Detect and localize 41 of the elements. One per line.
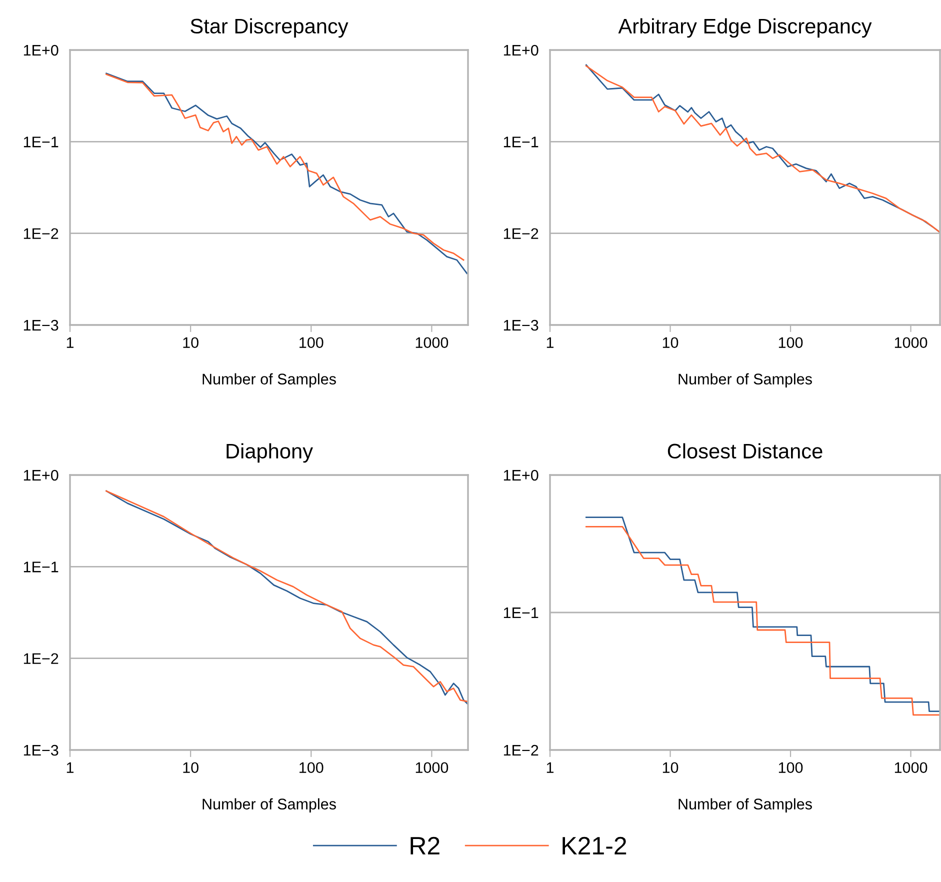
x-tick-label: 100 [300,337,324,348]
x-tick-label: 10 [662,762,678,774]
y-tick-label: 1E−1 [504,136,538,148]
x-tick-label: 1 [66,337,74,348]
chart-title: Diaphony [226,443,313,463]
x-tick-label: 10 [183,337,198,348]
y-tick-label: 1E+0 [24,44,58,56]
legend-label: R2 [410,836,440,854]
chart-title: Arbitrary Edge Discrepancy [618,18,872,38]
x-tick-label: 10 [662,337,678,348]
x-axis-title: Number of Samples [202,373,336,388]
x-axis-title: Number of Samples [202,798,336,813]
x-tick-label: 1 [546,337,554,348]
y-tick-label: 1E−1 [504,608,538,618]
x-tick-label: 1 [66,762,74,773]
x-axis-title: Number of Samples [678,373,812,388]
y-tick-label: 1E+0 [24,470,58,481]
legend-label: K21-2 [562,836,626,854]
y-tick-label: 1E−1 [24,562,58,572]
x-tick-label: 100 [778,762,803,774]
chart-title: Closest Distance [668,443,822,459]
x-tick-label: 1000 [416,337,448,348]
y-tick-label: 1E−2 [504,744,538,756]
x-tick-label: 100 [300,762,324,774]
x-tick-label: 1000 [894,337,928,348]
x-tick-label: 10 [183,762,198,774]
y-tick-label: 1E+0 [504,470,538,481]
y-tick-label: 1E−2 [24,653,58,664]
x-tick-label: 1000 [416,762,448,774]
x-tick-label: 100 [778,337,803,348]
y-tick-label: 1E−2 [504,228,538,239]
y-tick-label: 1E−2 [24,228,58,239]
chart-title: Star Discrepancy [190,18,348,38]
y-tick-label: 1E−1 [24,136,58,148]
x-tick-label: 1000 [894,762,928,774]
y-tick-label: 1E+0 [504,44,538,56]
y-tick-label: 1E−3 [24,320,58,331]
x-axis-title: Number of Samples [678,798,812,813]
y-tick-label: 1E−3 [24,744,58,756]
y-tick-label: 1E−3 [504,320,538,331]
x-tick-label: 1 [546,762,554,773]
